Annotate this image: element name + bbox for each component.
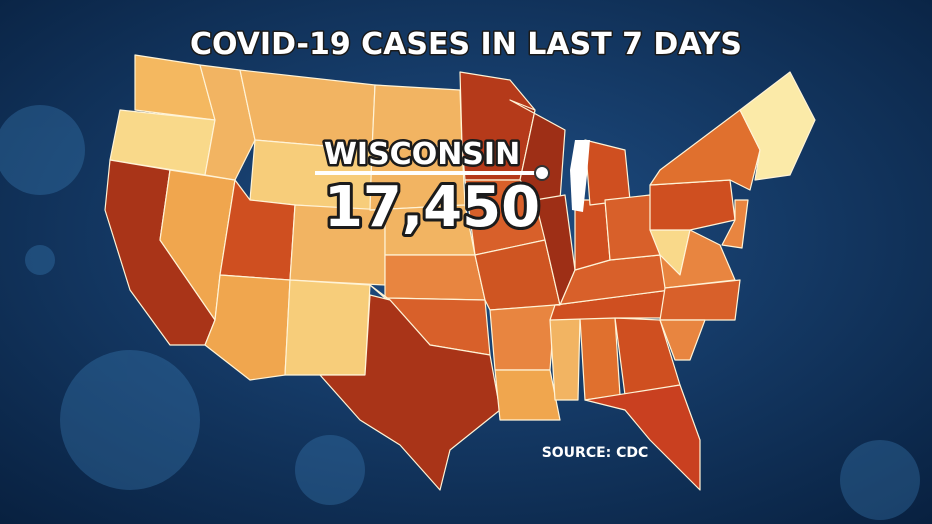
state xyxy=(659,279,741,321)
state xyxy=(649,179,736,231)
us-map xyxy=(104,54,816,491)
state xyxy=(584,139,631,206)
state xyxy=(584,384,701,491)
state xyxy=(579,317,621,401)
state xyxy=(549,317,581,401)
state xyxy=(319,294,501,491)
state xyxy=(659,319,706,361)
state xyxy=(739,71,816,181)
source: SOURCE: CDC xyxy=(542,445,649,461)
state xyxy=(284,279,371,376)
state xyxy=(494,369,561,421)
title: COVID-19 CASES IN LAST 7 DAYS xyxy=(190,27,742,62)
callout-label: WISCONSIN xyxy=(324,137,520,172)
state xyxy=(721,199,749,249)
callout-dot xyxy=(534,165,550,181)
lake xyxy=(570,140,590,212)
state xyxy=(489,304,556,371)
callout-value: 17,450 xyxy=(324,175,540,240)
virus-decor xyxy=(0,105,920,520)
state xyxy=(384,254,486,301)
